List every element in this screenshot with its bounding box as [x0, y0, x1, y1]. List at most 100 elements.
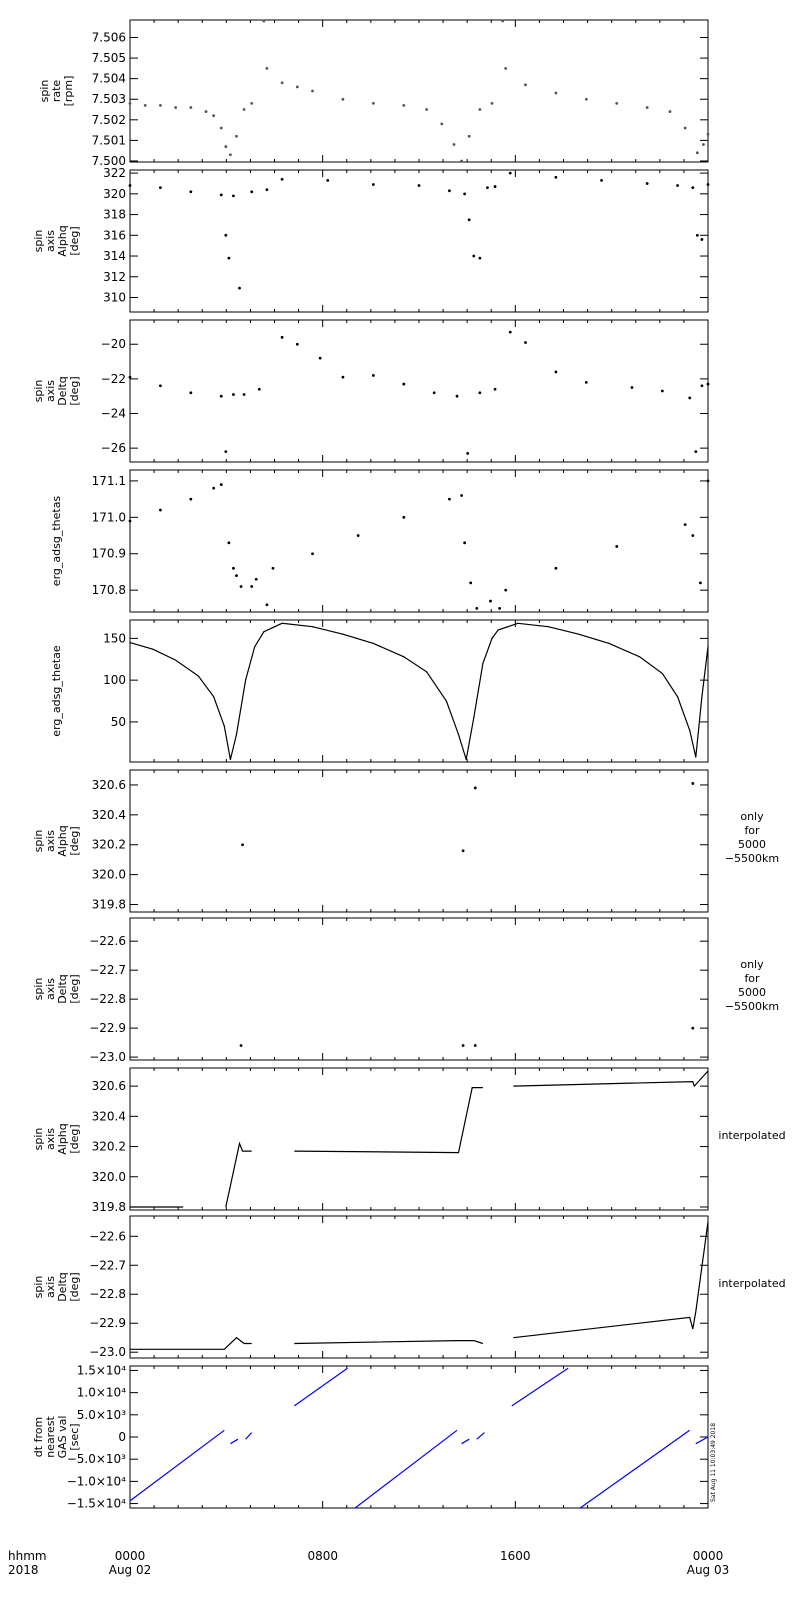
- series-segment: [294, 1087, 483, 1154]
- y-axis-label-line: axis: [44, 1128, 57, 1150]
- data-point: [608, 642, 610, 644]
- chart-panel-9: −23.0 −22.9 −22.8 −22.7 −22.6 spin axis Deltq [d…: [32, 1215, 786, 1359]
- data-point: [224, 233, 228, 237]
- data-point: [341, 97, 345, 101]
- data-point: [688, 396, 692, 400]
- data-point: [159, 508, 162, 512]
- data-point: [239, 585, 243, 588]
- y-tick-label: 170.8: [92, 583, 126, 597]
- data-point: [489, 599, 492, 603]
- y-tick-label: −22: [101, 372, 126, 386]
- y-tick-label: 171.0: [92, 510, 126, 524]
- data-point: [554, 175, 558, 179]
- y-tick-label: 314: [103, 249, 126, 263]
- data-point: [504, 588, 508, 592]
- y-tick-label: 320.2: [92, 1140, 126, 1154]
- data-point: [263, 631, 265, 633]
- y-tick-label: −22.7: [89, 963, 126, 977]
- data-point: [159, 384, 162, 388]
- y-tick-label: 318: [103, 208, 126, 222]
- data-point: [174, 106, 178, 109]
- data-point: [280, 335, 284, 339]
- y-axis-label-line: [rpm]: [62, 76, 75, 107]
- data-point: [371, 183, 375, 186]
- data-point: [254, 646, 256, 648]
- series-segment: [129, 1429, 225, 1502]
- data-point: [501, 19, 505, 23]
- data-point: [372, 642, 374, 644]
- series-segment: [511, 1367, 569, 1407]
- data-point: [224, 145, 228, 148]
- data-point: [482, 662, 484, 665]
- data-point: [212, 486, 216, 490]
- data-point: [460, 159, 463, 163]
- data-point: [695, 756, 697, 758]
- data-point: [356, 534, 360, 537]
- y-tick-label: −26: [101, 441, 126, 455]
- y-tick-label: 7.504: [92, 72, 126, 86]
- data-point: [235, 574, 238, 577]
- y-tick-label: −1.0×10⁴: [67, 1474, 126, 1488]
- side-label-line: for: [744, 972, 760, 985]
- data-point: [668, 110, 672, 113]
- y-axis-label-line: [sec]: [68, 1423, 81, 1450]
- data-point: [197, 675, 200, 677]
- y-tick-label: 322: [103, 166, 126, 180]
- data-point: [417, 184, 421, 187]
- data-point: [189, 497, 193, 501]
- data-point: [691, 534, 695, 537]
- y-tick-label: 150: [103, 631, 126, 645]
- chart-panel-8: 319.8 320.0 320.2 320.4 320.6 spin axis Alphq [d…: [32, 1067, 786, 1214]
- y-axis-label-line: [deg]: [68, 826, 81, 855]
- data-point: [448, 497, 451, 501]
- y-tick-label: −22.9: [89, 1021, 126, 1035]
- series-segment: [579, 1429, 691, 1509]
- data-point: [262, 19, 266, 23]
- y-tick-label: 7.503: [92, 92, 126, 106]
- y-tick-label: −23.0: [89, 1345, 126, 1359]
- data-point: [706, 132, 710, 136]
- data-point: [478, 256, 482, 260]
- data-point: [490, 101, 494, 105]
- data-point: [371, 101, 375, 105]
- data-point: [706, 183, 710, 186]
- data-point: [242, 393, 246, 396]
- data-point: [311, 626, 314, 628]
- series-segment: [294, 1340, 484, 1345]
- panel-frame: [129, 769, 709, 913]
- data-point: [661, 672, 663, 675]
- y-tick-label: 320.4: [92, 1109, 126, 1123]
- data-point: [695, 233, 699, 237]
- data-point: [683, 523, 687, 527]
- side-label-line: −5500km: [725, 852, 779, 865]
- data-point: [497, 629, 499, 631]
- y-tick-label: 100: [103, 673, 126, 687]
- data-point: [128, 101, 132, 105]
- y-tick-label: 7.505: [92, 51, 126, 65]
- y-tick-label: 5.0×10³: [77, 1408, 126, 1422]
- data-point: [432, 391, 436, 395]
- data-point: [524, 341, 527, 344]
- data-point: [472, 254, 476, 258]
- data-point: [128, 184, 132, 187]
- data-point: [235, 134, 238, 138]
- data-point: [638, 656, 641, 658]
- side-label-line: interpolated: [718, 1277, 785, 1290]
- data-point: [326, 178, 330, 182]
- data-point: [280, 81, 284, 85]
- y-tick-label: 320.2: [92, 838, 126, 852]
- y-tick-label: 170.9: [92, 547, 126, 561]
- data-point: [467, 134, 471, 138]
- data-point: [461, 1044, 465, 1047]
- y-tick-label: 320.4: [92, 808, 126, 822]
- data-point: [265, 188, 269, 192]
- y-tick-label: 319.8: [92, 1200, 126, 1214]
- data-point: [491, 637, 493, 639]
- data-point: [342, 633, 344, 635]
- data-point: [204, 110, 208, 113]
- x-tick-label-time: 1600: [500, 1549, 531, 1563]
- data-point: [445, 700, 447, 702]
- y-tick-label: −24: [101, 407, 126, 421]
- y-axis-label-line: [deg]: [68, 376, 81, 405]
